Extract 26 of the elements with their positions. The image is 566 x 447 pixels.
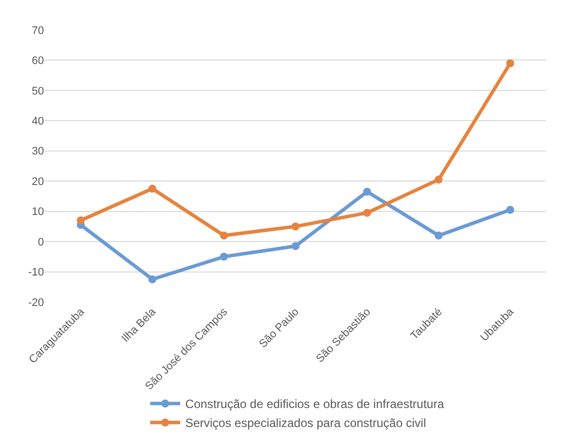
point bbox=[220, 232, 228, 240]
point bbox=[506, 59, 514, 68]
y-tick-label: 30 bbox=[32, 146, 44, 158]
y-tick-label: 20 bbox=[32, 176, 44, 188]
point bbox=[434, 176, 443, 184]
legend-label: Serviços especializados para construção civil bbox=[185, 416, 426, 430]
y-tick-label: 10 bbox=[32, 206, 44, 218]
point bbox=[506, 206, 514, 214]
point bbox=[363, 208, 372, 217]
point bbox=[292, 222, 300, 230]
point bbox=[148, 184, 156, 193]
point bbox=[363, 188, 372, 196]
point bbox=[292, 242, 300, 250]
y-tick-label: 40 bbox=[32, 116, 44, 128]
y-tick-label: 50 bbox=[32, 85, 44, 98]
y-tick-label: -20 bbox=[28, 296, 44, 309]
point bbox=[220, 252, 228, 261]
point bbox=[148, 275, 156, 284]
y-tick-label: 70 bbox=[32, 24, 44, 37]
point bbox=[76, 216, 85, 224]
legend-label: Construção de edificios e obras de infraestrutura bbox=[185, 397, 444, 412]
y-tick-label: -10 bbox=[28, 266, 44, 279]
y-tick-label: 0 bbox=[38, 236, 44, 248]
y-tick-label: 60 bbox=[32, 55, 44, 68]
x-tick-label: Ilha Bela bbox=[120, 305, 159, 345]
point bbox=[434, 232, 443, 240]
